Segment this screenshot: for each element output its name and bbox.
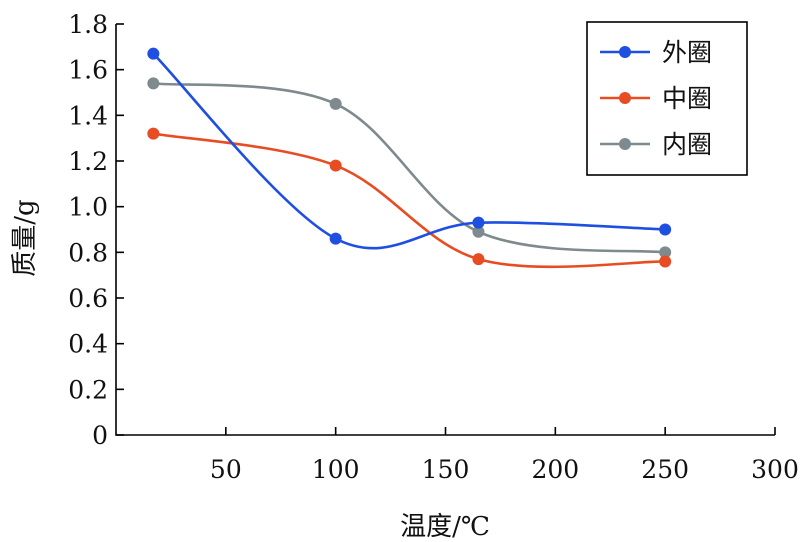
y-tick-label: 1.8 [68, 10, 108, 39]
data-point [147, 77, 160, 90]
legend-item: 外圈 [600, 38, 712, 67]
data-point [659, 223, 672, 236]
y-tick-label: 0 [92, 421, 108, 450]
series-line [153, 132, 666, 269]
x-tick-label: 300 [751, 455, 799, 484]
legend-swatch-marker [619, 138, 631, 150]
y-tick-label: 0.6 [68, 284, 108, 313]
y-tick-label: 1.6 [68, 56, 108, 85]
x-tick-label: 250 [641, 455, 689, 484]
tick-labels: 0 0.2 0.4 0.6 0.8 1.0 1.2 1.4 1.6 1.8 50 100 150 200 2… [68, 10, 799, 484]
legend-item: 内圈 [600, 130, 712, 159]
series-layer [147, 47, 672, 269]
data-point [147, 47, 160, 60]
data-point [472, 216, 485, 229]
series-line [153, 82, 666, 254]
data-point [659, 246, 672, 259]
x-tick-label: 50 [210, 455, 242, 484]
legend-label: 外圈 [662, 38, 712, 67]
y-tick-label: 1.0 [68, 193, 108, 222]
x-tick-label: 150 [422, 455, 470, 484]
y-tick-label: 1.2 [68, 147, 108, 176]
data-point [147, 127, 160, 140]
x-axis-title: 温度/℃ [400, 512, 490, 542]
data-point [472, 225, 485, 238]
series-0 [147, 47, 672, 250]
x-tick-label: 200 [531, 455, 579, 484]
data-point [329, 97, 342, 110]
data-point [329, 159, 342, 172]
data-point [472, 253, 485, 266]
data-point [659, 255, 672, 268]
legend-swatch-marker [619, 92, 631, 104]
series-2 [147, 77, 672, 259]
legend-item: 中圈 [600, 84, 712, 113]
x-tick-label: 100 [312, 455, 360, 484]
series-1 [147, 127, 672, 269]
legend-label: 中圈 [662, 84, 712, 113]
y-tick-label: 0.2 [68, 375, 108, 404]
y-tick-label: 0.8 [68, 238, 108, 267]
legend-label: 内圈 [662, 130, 712, 159]
y-axis-title: 质量/g [10, 199, 40, 276]
y-tick-label: 0.4 [68, 330, 108, 359]
legend-swatch-marker [619, 46, 631, 58]
y-tick-label: 1.4 [68, 101, 108, 130]
tick-marks [116, 23, 776, 436]
data-point [329, 232, 342, 245]
series-line [152, 52, 666, 250]
